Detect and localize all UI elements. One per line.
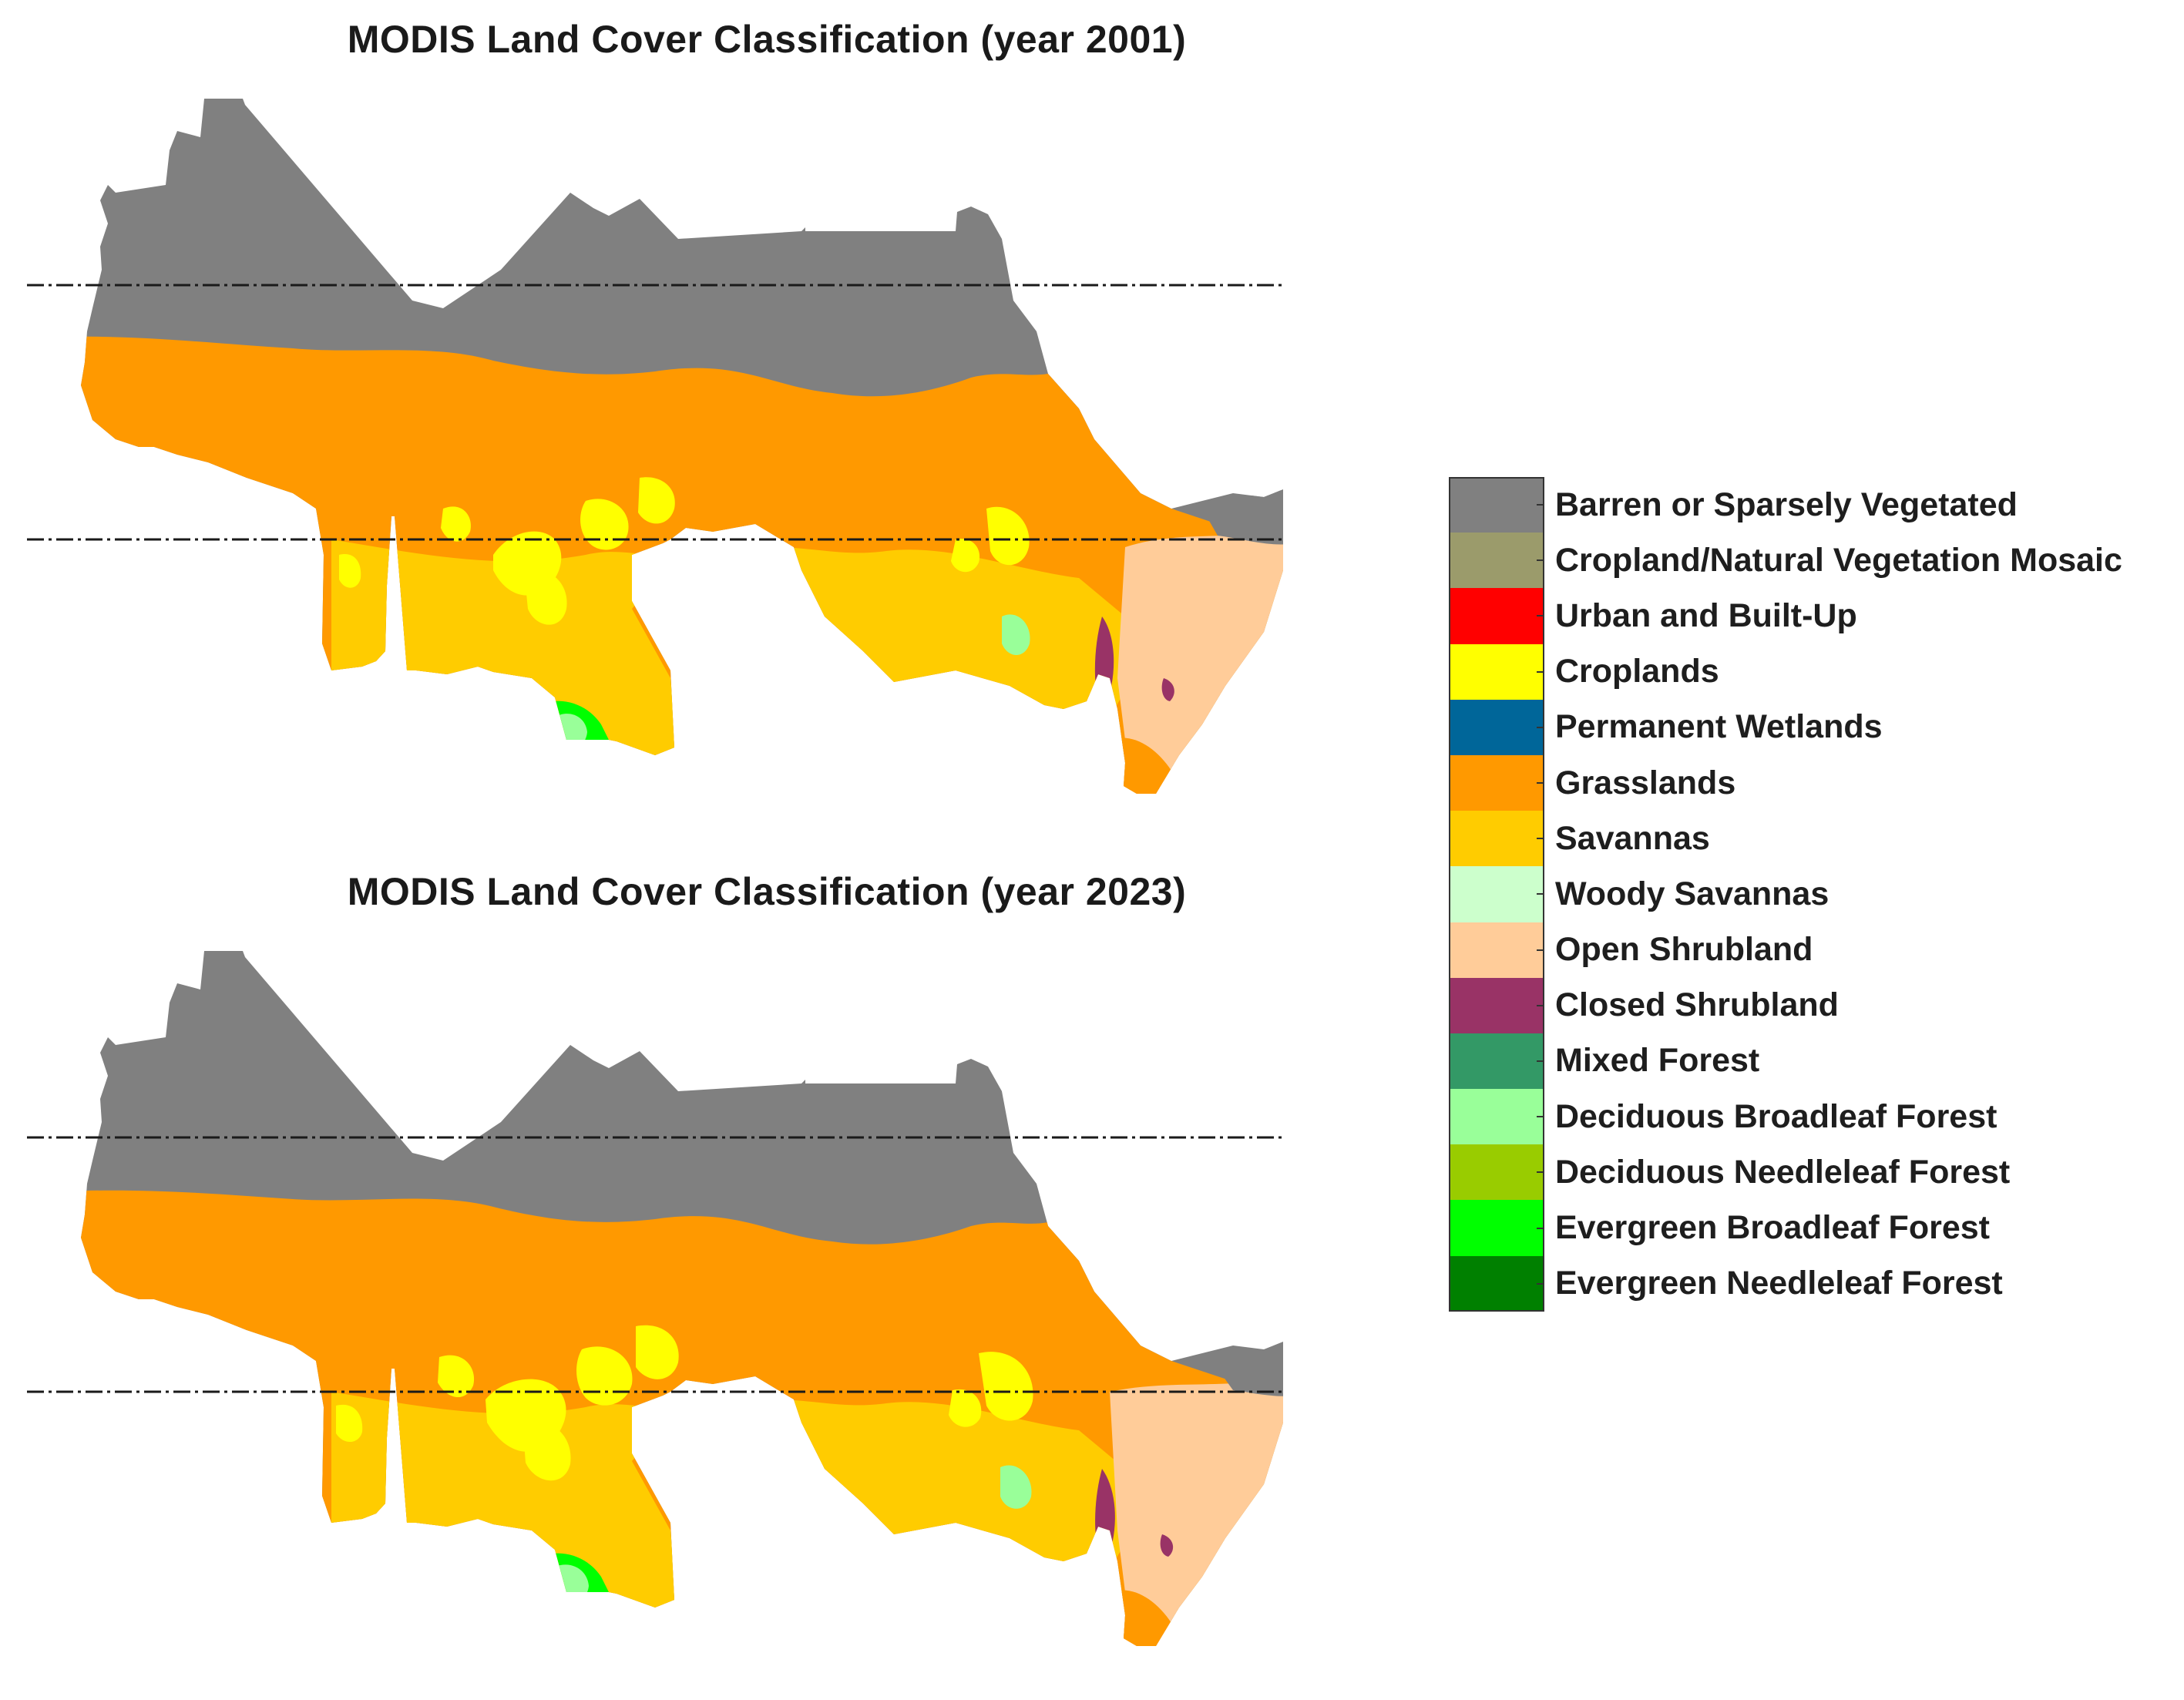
legend-label: Mixed Forest [1555,1042,1760,1080]
legend-item: Urban and Built-Up [1449,588,2177,644]
legend-swatch [1449,643,1544,700]
legend-item: Permanent Wetlands [1449,699,2177,755]
legend-item: Barren or Sparsely Vegetated [1449,477,2177,533]
legend-tick [1537,1116,1544,1118]
legend-swatch [1449,1255,1544,1312]
map-title-2023: MODIS Land Cover Classification (year 20… [347,870,1187,913]
legend-tick [1537,1171,1544,1174]
land-cover-map-2023 [27,951,1283,1646]
legend-tick [1537,504,1544,506]
legend-tick [1537,559,1544,562]
legend: Barren or Sparsely Vegetated Cropland/Na… [1449,477,2177,1312]
legend-tick [1537,1227,1544,1229]
legend-swatch [1449,1089,1544,1145]
legend-tick [1537,1004,1544,1006]
legend-tick [1537,670,1544,673]
legend-item: Closed Shrubland [1449,977,2177,1033]
legend-swatch [1449,588,1544,644]
legend-tick [1537,893,1544,895]
legend-item: Deciduous Broadleaf Forest [1449,1089,2177,1145]
legend-swatch [1449,811,1544,867]
legend-item: Mixed Forest [1449,1033,2177,1090]
legend-label: Permanent Wetlands [1555,708,1883,746]
legend-item: Evergreen Needleleaf Forest [1449,1255,2177,1312]
legend-label: Grasslands [1555,764,1736,801]
legend-label: Open Shrubland [1555,931,1813,969]
legend-item: Cropland/Natural Vegetation Mosaic [1449,533,2177,589]
legend-label: Evergreen Broadleaf Forest [1555,1209,1990,1247]
legend-swatch [1449,533,1544,589]
legend-swatch [1449,866,1544,922]
legend-label: Cropland/Natural Vegetation Mosaic [1555,541,2122,579]
legend-item: Woody Savannas [1449,866,2177,922]
legend-swatch [1449,477,1544,533]
legend-tick [1537,782,1544,784]
legend-swatch [1449,1200,1544,1256]
legend-tick [1537,949,1544,951]
legend-swatch [1449,1144,1544,1201]
legend-label: Deciduous Broadleaf Forest [1555,1097,1998,1135]
legend-swatch [1449,922,1544,978]
legend-swatch [1449,754,1544,811]
legend-swatch [1449,699,1544,755]
legend-label: Closed Shrubland [1555,986,1839,1024]
legend-tick [1537,726,1544,728]
legend-label: Savannas [1555,819,1710,857]
legend-tick [1537,615,1544,617]
legend-swatch [1449,977,1544,1033]
legend-label: Urban and Built-Up [1555,596,1857,634]
legend-label: Barren or Sparsely Vegetated [1555,485,2018,523]
legend-label: Evergreen Needleleaf Forest [1555,1265,2003,1302]
legend-item: Croplands [1449,643,2177,700]
legend-item: Evergreen Broadleaf Forest [1449,1200,2177,1256]
legend-label: Woody Savannas [1555,875,1830,912]
legend-label: Croplands [1555,653,1719,690]
legend-tick [1537,838,1544,840]
map-title-2001: MODIS Land Cover Classification (year 20… [347,18,1187,61]
legend-item: Grasslands [1449,754,2177,811]
legend-tick [1537,1060,1544,1062]
legend-tick [1537,1282,1544,1285]
legend-item: Open Shrubland [1449,922,2177,978]
legend-item: Deciduous Needleleaf Forest [1449,1144,2177,1201]
legend-swatch [1449,1033,1544,1090]
legend-item: Savannas [1449,811,2177,867]
land-cover-map-2001 [27,99,1283,794]
legend-label: Deciduous Needleleaf Forest [1555,1153,2011,1191]
